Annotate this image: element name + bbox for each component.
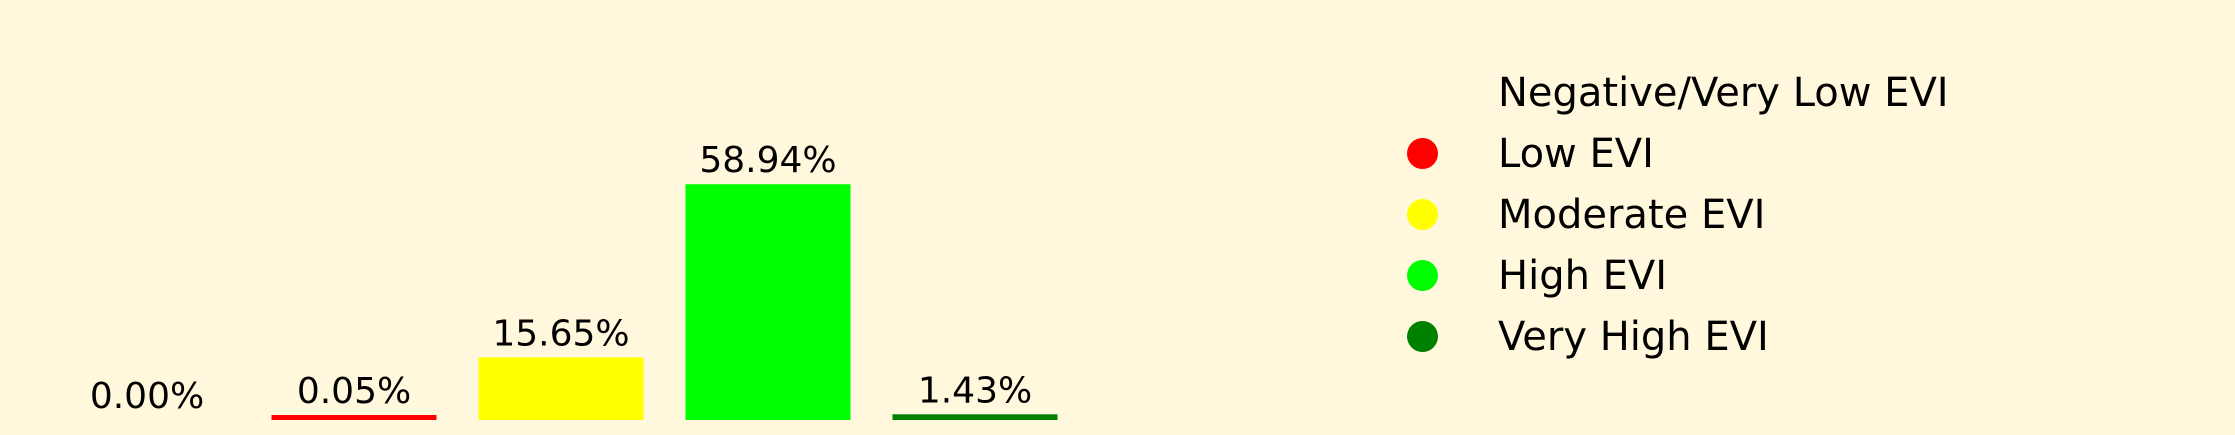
legend-label: Moderate EVI	[1498, 191, 1766, 238]
bar-value-label: 15.65%	[492, 313, 629, 354]
legend-label: High EVI	[1498, 252, 1668, 299]
bar	[271, 415, 437, 420]
bar	[892, 414, 1058, 420]
legend-swatch	[1407, 260, 1438, 291]
bar	[478, 357, 644, 420]
legend-swatch	[1407, 138, 1438, 169]
legend-swatch	[1407, 199, 1438, 230]
legend-swatch	[1407, 321, 1438, 352]
bar-value-label: 1.43%	[918, 370, 1032, 411]
bar-value-label: 0.05%	[297, 371, 411, 412]
legend-swatch	[1407, 77, 1438, 108]
legend-label: Very High EVI	[1498, 313, 1769, 360]
legend-label: Low EVI	[1498, 130, 1654, 177]
legend-label: Negative/Very Low EVI	[1498, 69, 1949, 116]
bar-value-label: 0.00%	[90, 376, 204, 417]
bar	[685, 184, 851, 420]
bar-value-label: 58.94%	[699, 140, 836, 181]
